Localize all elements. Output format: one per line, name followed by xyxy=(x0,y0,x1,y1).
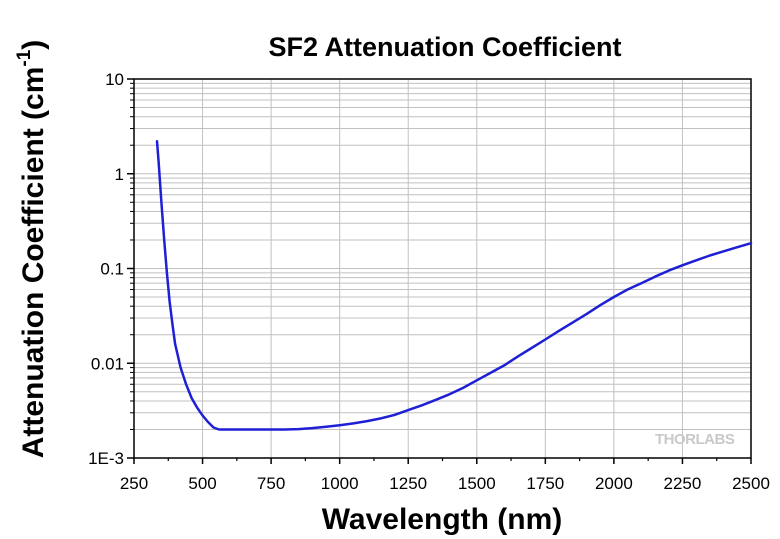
grid-lines xyxy=(134,79,751,458)
x-axis-label: Wavelength (nm) xyxy=(322,503,563,536)
x-tick-label: 750 xyxy=(257,474,285,493)
y-tick-label: 1 xyxy=(115,165,124,184)
chart-title: SF2 Attenuation Coefficient xyxy=(268,32,621,62)
x-tick-label: 1500 xyxy=(458,474,496,493)
y-tick-label: 0.1 xyxy=(100,260,124,279)
y-axis-label-close: ) xyxy=(17,40,50,50)
x-tick-label: 2000 xyxy=(595,474,633,493)
series-line xyxy=(155,140,753,431)
x-axis-ticks: 250 500 750 1000 1250 1500 1750 2000 2250 2500 xyxy=(120,458,770,493)
thorlabs-watermark: THORLABS xyxy=(655,431,735,448)
y-tick-label: 0.01 xyxy=(91,354,124,373)
x-tick-label: 250 xyxy=(120,474,148,493)
x-tick-label: 2500 xyxy=(732,474,770,493)
y-axis-label-superscript: -1 xyxy=(14,49,35,66)
y-axis-label: Attenuation Coefficient (cm-1) xyxy=(14,40,50,459)
y-tick-label: 1E-3 xyxy=(88,449,124,468)
y-axis-label-main: Attenuation Coefficient (cm xyxy=(17,67,50,459)
x-tick-label: 500 xyxy=(188,474,216,493)
y-axis-ticks: 1E-3 0.01 0.1 1 10 xyxy=(88,70,134,468)
y-tick-label: 10 xyxy=(105,70,124,89)
x-tick-label: 1750 xyxy=(526,474,564,493)
x-tick-label: 1000 xyxy=(321,474,359,493)
x-tick-label: 2250 xyxy=(664,474,702,493)
x-tick-label: 1250 xyxy=(389,474,427,493)
